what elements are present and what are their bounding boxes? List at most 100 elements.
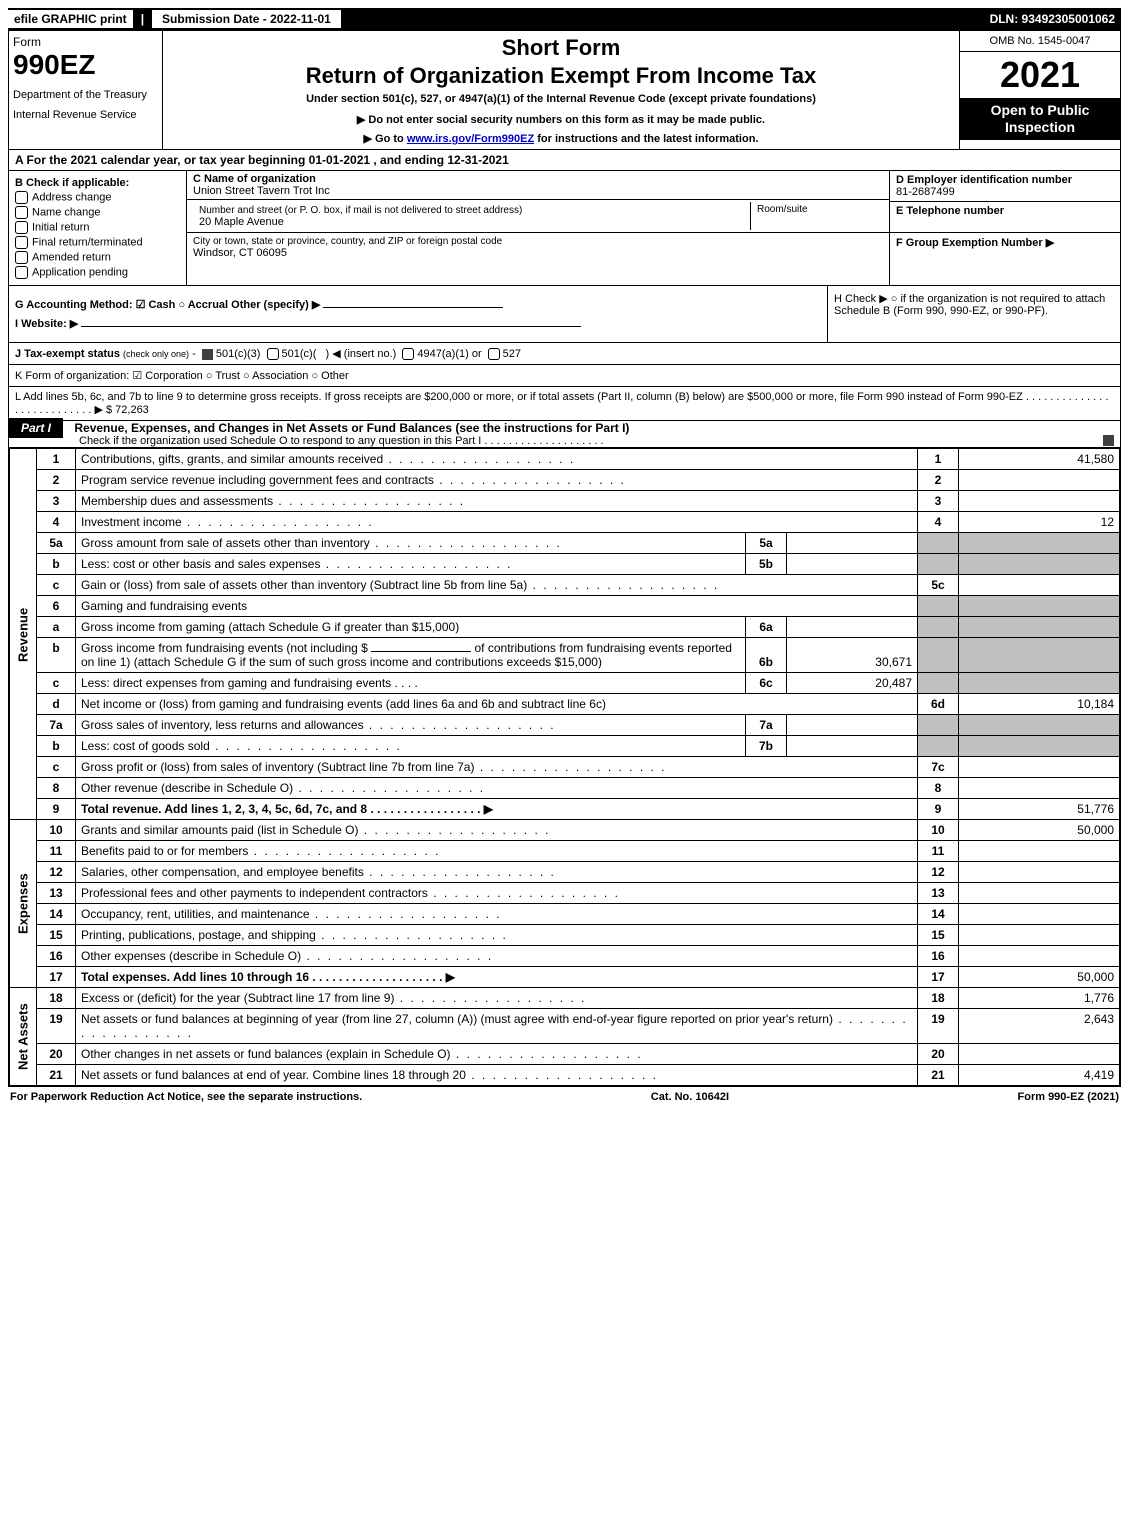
city-lbl: City or town, state or province, country… xyxy=(193,236,502,247)
amt-9: 51,776 xyxy=(959,799,1120,820)
amt-21: 4,419 xyxy=(959,1065,1120,1086)
line-2: 2Program service revenue including gover… xyxy=(10,470,1120,491)
ein-lbl: D Employer identification number xyxy=(896,174,1072,186)
form-id-block: Form 990EZ Department of the Treasury In… xyxy=(9,31,163,149)
chk-name: Name change xyxy=(15,206,180,219)
line-13: 13Professional fees and other payments t… xyxy=(10,883,1120,904)
line-9: 9Total revenue. Add lines 1, 2, 3, 4, 5c… xyxy=(10,799,1120,820)
line-10: Expenses 10Grants and similar amounts pa… xyxy=(10,820,1120,841)
omb-number: OMB No. 1545-0047 xyxy=(960,31,1120,52)
part1-header: Part I Revenue, Expenses, and Changes in… xyxy=(9,421,1120,448)
line-6a: aGross income from gaming (attach Schedu… xyxy=(10,617,1120,638)
c-name-lbl: C Name of organization xyxy=(193,173,316,185)
form-frame: Form 990EZ Department of the Treasury In… xyxy=(8,30,1121,1087)
line-k: K Form of organization: ☑ Corporation ○ … xyxy=(9,365,1120,387)
return-title: Return of Organization Exempt From Incom… xyxy=(171,63,951,89)
chk-initial: Initial return xyxy=(15,221,180,234)
line-6b: bGross income from fundraising events (n… xyxy=(10,638,1120,673)
line-5a: 5aGross amount from sale of assets other… xyxy=(10,533,1120,554)
chk-pending: Application pending xyxy=(15,266,180,279)
section-bcd: B Check if applicable: Address change Na… xyxy=(9,171,1120,286)
chk-address: Address change xyxy=(15,191,180,204)
under-section: Under section 501(c), 527, or 4947(a)(1)… xyxy=(171,93,951,105)
line-12: 12Salaries, other compensation, and empl… xyxy=(10,862,1120,883)
line-6: 6Gaming and fundraising events xyxy=(10,596,1120,617)
section-ghi: G Accounting Method: ☑ Cash ○ Accrual Ot… xyxy=(9,286,1120,343)
amt-17: 50,000 xyxy=(959,967,1120,988)
goto-post: for instructions and the latest informat… xyxy=(534,133,758,145)
amt-4: 12 xyxy=(959,512,1120,533)
ein-value: 81-2687499 xyxy=(896,186,955,198)
line-5b: bLess: cost or other basis and sales exp… xyxy=(10,554,1120,575)
irs-link[interactable]: www.irs.gov/Form990EZ xyxy=(407,133,534,145)
part1-title: Revenue, Expenses, and Changes in Net As… xyxy=(74,421,629,435)
line-16: 16Other expenses (describe in Schedule O… xyxy=(10,946,1120,967)
line-l: L Add lines 5b, 6c, and 7b to line 9 to … xyxy=(9,387,1120,421)
cat-no: Cat. No. 10642I xyxy=(651,1091,729,1103)
expenses-side-label: Expenses xyxy=(10,820,37,988)
group-exempt-lbl: F Group Exemption Number ▶ xyxy=(896,237,1054,249)
form-word: Form xyxy=(13,35,158,49)
line-21: 21Net assets or fund balances at end of … xyxy=(10,1065,1120,1086)
goto-pre: ▶ Go to xyxy=(364,133,407,145)
line-i: I Website: ▶ xyxy=(15,317,821,330)
paperwork-notice: For Paperwork Reduction Act Notice, see … xyxy=(10,1091,362,1103)
line-h: H Check ▶ ○ if the organization is not r… xyxy=(827,286,1120,342)
city-state-zip: Windsor, CT 06095 xyxy=(193,247,287,259)
amt-19: 2,643 xyxy=(959,1009,1120,1044)
part1-badge: Part I xyxy=(9,418,63,438)
inspection-box: Open to Public Inspection xyxy=(960,98,1120,140)
line-20: 20Other changes in net assets or fund ba… xyxy=(10,1044,1120,1065)
revenue-table: Revenue 1 Contributions, gifts, grants, … xyxy=(9,448,1120,1086)
form-ref: Form 990-EZ (2021) xyxy=(1018,1091,1120,1103)
tax-year: 2021 xyxy=(960,52,1120,98)
line-5c: cGain or (loss) from sale of assets othe… xyxy=(10,575,1120,596)
amt-1: 41,580 xyxy=(959,449,1120,470)
line-7c: cGross profit or (loss) from sales of in… xyxy=(10,757,1120,778)
street-address: 20 Maple Avenue xyxy=(199,216,284,228)
line-g: G Accounting Method: ☑ Cash ○ Accrual Ot… xyxy=(15,298,821,311)
line-6d: dNet income or (loss) from gaming and fu… xyxy=(10,694,1120,715)
efile-topbar: efile GRAPHIC print | Submission Date - … xyxy=(8,8,1121,30)
submission-date: Submission Date - 2022-11-01 xyxy=(152,10,341,28)
form-number: 990EZ xyxy=(13,49,158,81)
gross-receipts: 72,263 xyxy=(115,404,149,416)
page-footer: For Paperwork Reduction Act Notice, see … xyxy=(8,1087,1121,1103)
part1-check xyxy=(1103,435,1114,446)
form-title-block: Short Form Return of Organization Exempt… xyxy=(163,31,959,149)
section-c: C Name of organization Union Street Tave… xyxy=(187,171,889,285)
form-header: Form 990EZ Department of the Treasury In… xyxy=(9,31,1120,150)
line-7b: bLess: cost of goods sold7b xyxy=(10,736,1120,757)
dept-treasury: Department of the Treasury xyxy=(13,89,158,101)
chk-amended: Amended return xyxy=(15,251,180,264)
line-1: Revenue 1 Contributions, gifts, grants, … xyxy=(10,449,1120,470)
part1-sub: Check if the organization used Schedule … xyxy=(79,435,604,447)
revenue-side-label: Revenue xyxy=(10,449,37,820)
section-def: D Employer identification number 81-2687… xyxy=(889,171,1120,285)
netassets-side-label: Net Assets xyxy=(10,988,37,1086)
line-a: A For the 2021 calendar year, or tax yea… xyxy=(9,150,1120,171)
amt-6b: 30,671 xyxy=(787,638,918,673)
addr-lbl: Number and street (or P. O. box, if mail… xyxy=(199,205,522,216)
amt-10: 50,000 xyxy=(959,820,1120,841)
line-11: 11Benefits paid to or for members11 xyxy=(10,841,1120,862)
efile-label: efile GRAPHIC print xyxy=(8,10,133,28)
line-14: 14Occupancy, rent, utilities, and mainte… xyxy=(10,904,1120,925)
line-j: J Tax-exempt status (check only one) - 5… xyxy=(9,343,1120,365)
amt-6d: 10,184 xyxy=(959,694,1120,715)
tel-lbl: E Telephone number xyxy=(896,205,1004,217)
section-b: B Check if applicable: Address change Na… xyxy=(9,171,187,285)
ssn-warning: ▶ Do not enter social security numbers o… xyxy=(171,113,951,126)
line-7a: 7aGross sales of inventory, less returns… xyxy=(10,715,1120,736)
line-19: 19Net assets or fund balances at beginni… xyxy=(10,1009,1120,1044)
line-15: 15Printing, publications, postage, and s… xyxy=(10,925,1120,946)
line-18: Net Assets 18Excess or (deficit) for the… xyxy=(10,988,1120,1009)
chk-final: Final return/terminated xyxy=(15,236,180,249)
room-suite-lbl: Room/suite xyxy=(751,202,883,230)
org-name: Union Street Tavern Trot Inc xyxy=(193,185,330,197)
dln-label: DLN: 93492305001062 xyxy=(990,12,1121,26)
header-right: OMB No. 1545-0047 2021 Open to Public In… xyxy=(959,31,1120,149)
line-3: 3Membership dues and assessments3 xyxy=(10,491,1120,512)
amt-6c: 20,487 xyxy=(787,673,918,694)
goto-line: ▶ Go to www.irs.gov/Form990EZ for instru… xyxy=(171,132,951,145)
